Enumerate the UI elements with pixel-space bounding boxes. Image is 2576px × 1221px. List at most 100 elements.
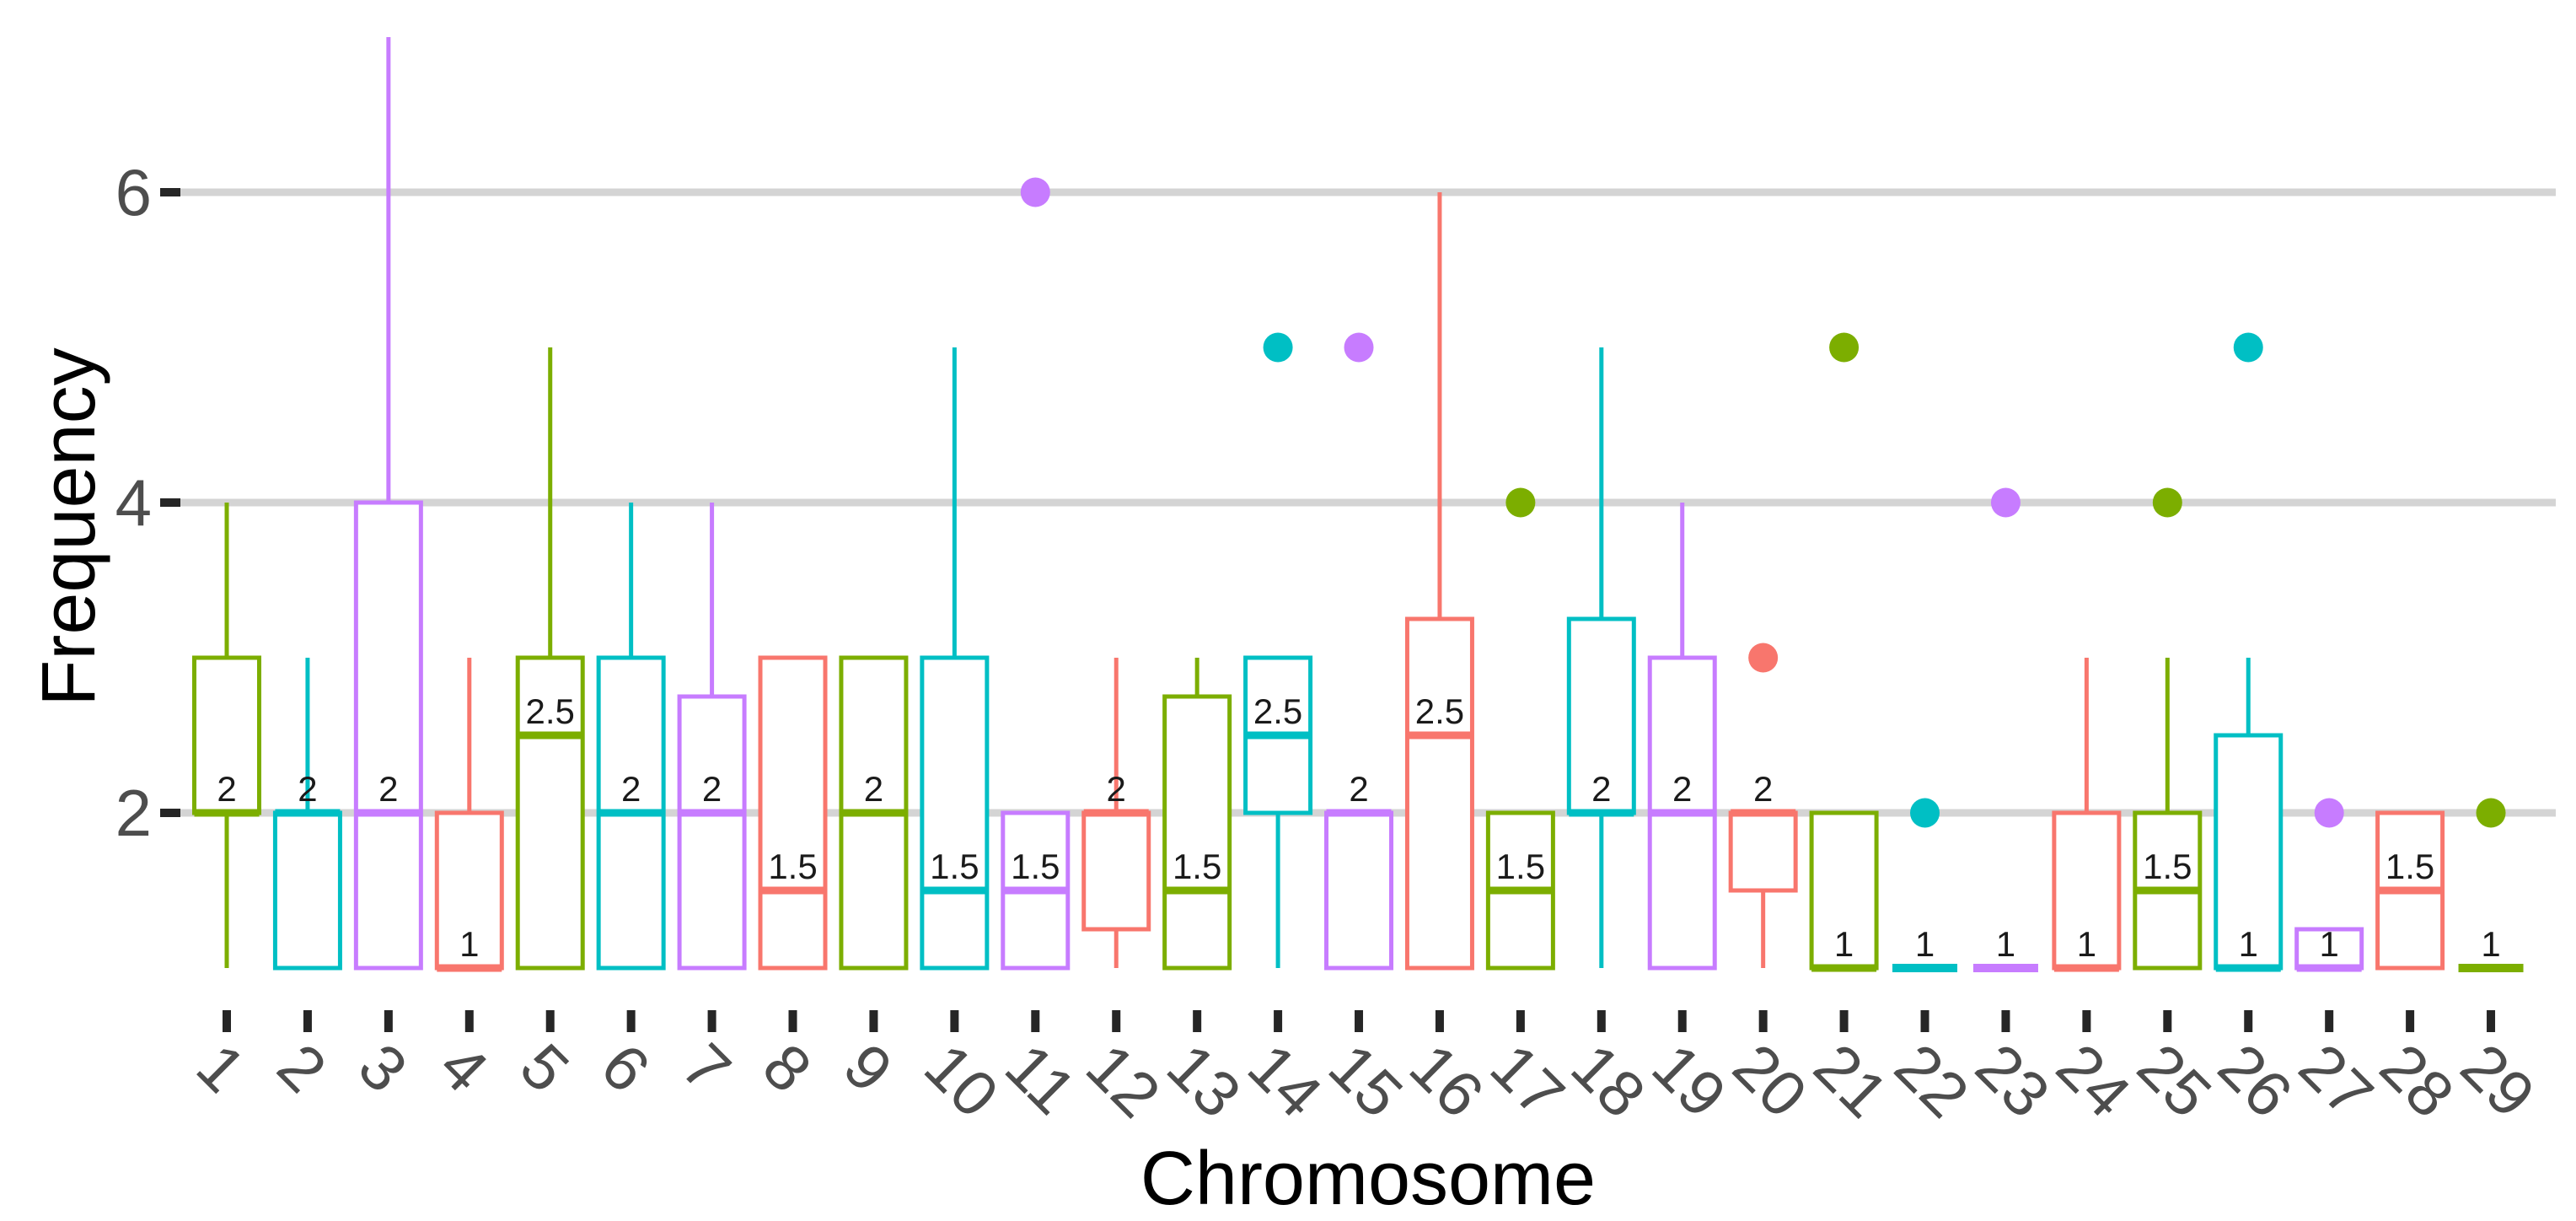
x-tick-label-6: 6 [588, 1030, 663, 1106]
x-axis-tick-11 [1031, 1010, 1040, 1032]
median-label-chr-2: 2 [298, 769, 317, 809]
x-axis-tick-17 [1516, 1010, 1525, 1032]
x-axis-tick-12 [1112, 1010, 1121, 1032]
y-axis-tick-6 [160, 188, 180, 196]
outlier-point-chr-22 [1910, 798, 1940, 828]
x-axis-tick-16 [1435, 1010, 1444, 1032]
x-axis-tick-24 [2082, 1010, 2091, 1032]
outlier-point-chr-14 [1263, 332, 1293, 363]
median-label-chr-21: 1 [1834, 924, 1854, 964]
median-label-chr-7: 2 [702, 769, 722, 809]
y-axis-tick-2 [160, 809, 180, 817]
median-label-chr-10: 1.5 [930, 847, 979, 886]
x-tick-label-5: 5 [507, 1030, 582, 1106]
box-chr-21 [1809, 810, 1879, 971]
median-label-chr-15: 2 [1349, 769, 1368, 809]
box-chr-4 [434, 810, 504, 971]
x-axis-tick-18 [1597, 1010, 1606, 1032]
x-axis-tick-14 [1274, 1010, 1283, 1032]
x-tick-label-2: 2 [264, 1030, 340, 1106]
median-label-chr-4: 1 [459, 924, 479, 964]
x-axis-tick-19 [1677, 1010, 1687, 1032]
x-tick-label-7: 7 [668, 1030, 744, 1106]
x-tick-label-1: 1 [183, 1030, 259, 1106]
x-axis-tick-28 [2406, 1010, 2415, 1032]
outlier-point-chr-15 [1344, 332, 1374, 363]
outlier-point-chr-27 [2314, 798, 2344, 828]
median-label-chr-11: 1.5 [1011, 847, 1060, 886]
median-label-chr-14: 2.5 [1253, 691, 1302, 731]
median-label-chr-13: 1.5 [1173, 847, 1221, 886]
median-label-chr-29: 1 [2481, 924, 2500, 964]
box-chr-5 [515, 655, 585, 971]
x-tick-label-29: 29 [2447, 1030, 2548, 1132]
median-label-chr-8: 1.5 [768, 847, 817, 886]
median-label-chr-23: 1 [1996, 924, 2015, 964]
box-chr-16 [1404, 616, 1474, 971]
outlier-point-chr-21 [1829, 332, 1860, 363]
median-label-chr-12: 2 [1107, 769, 1126, 809]
x-axis-tick-10 [950, 1010, 959, 1032]
box-chr-13 [1162, 694, 1232, 971]
x-axis-tick-5 [545, 1010, 555, 1032]
x-axis-tick-29 [2487, 1010, 2496, 1032]
x-axis-tick-22 [1920, 1010, 1929, 1032]
median-label-chr-18: 2 [1591, 769, 1611, 809]
x-axis-tick-2 [303, 1010, 312, 1032]
box-chr-20 [1728, 810, 1798, 893]
median-label-chr-19: 2 [1672, 769, 1692, 809]
x-axis-tick-9 [869, 1010, 878, 1032]
y-tick-label-4: 4 [115, 465, 152, 540]
x-tick-label-4: 4 [426, 1030, 502, 1106]
x-axis-tick-20 [1758, 1010, 1768, 1032]
outlier-point-chr-29 [2476, 798, 2506, 828]
median-label-chr-17: 1.5 [1496, 847, 1545, 886]
outlier-point-chr-20 [1748, 643, 1779, 673]
median-label-chr-27: 1 [2320, 924, 2339, 964]
x-axis-tick-26 [2244, 1010, 2253, 1032]
outlier-point-chr-26 [2233, 332, 2263, 363]
median-label-chr-26: 1 [2239, 924, 2258, 964]
median-label-chr-6: 2 [621, 769, 641, 809]
median-label-chr-1: 2 [217, 769, 236, 809]
x-axis-tick-13 [1193, 1010, 1202, 1032]
x-axis-tick-23 [2001, 1010, 2010, 1032]
y-axis-tick-4 [160, 498, 180, 507]
y-axis-title: Frequency [27, 347, 111, 706]
box-chr-15 [1324, 810, 1394, 971]
box-chr-24 [2052, 810, 2122, 971]
box-chr-2 [272, 810, 342, 971]
box-chr-3 [353, 500, 423, 971]
median-label-chr-24: 1 [2077, 924, 2096, 964]
x-axis-tick-4 [464, 1010, 474, 1032]
x-axis-tick-25 [2163, 1010, 2172, 1032]
y-tick-label-2: 2 [115, 776, 152, 850]
box-chr-8 [758, 655, 828, 971]
x-axis-tick-3 [384, 1010, 393, 1032]
x-axis-title: Chromosome [1140, 1137, 1596, 1221]
x-axis-tick-8 [788, 1010, 797, 1032]
x-axis-tick-27 [2325, 1010, 2334, 1032]
outlier-point-chr-17 [1505, 487, 1536, 518]
median-label-chr-22: 1 [1915, 924, 1935, 964]
median-label-chr-5: 2.5 [526, 691, 575, 731]
box-chr-7 [677, 694, 747, 971]
x-tick-label-9: 9 [829, 1030, 905, 1106]
outlier-point-chr-23 [1990, 487, 2021, 518]
median-label-chr-25: 1.5 [2143, 847, 2192, 886]
outlier-point-chr-25 [2152, 487, 2182, 518]
box-chr-1 [192, 655, 261, 815]
x-tick-label-8: 8 [749, 1030, 824, 1106]
x-axis-tick-15 [1355, 1010, 1364, 1032]
x-tick-label-3: 3 [345, 1030, 421, 1106]
y-tick-label-6: 6 [115, 155, 152, 229]
x-axis-tick-1 [223, 1010, 231, 1032]
median-label-chr-20: 2 [1753, 769, 1773, 809]
outlier-point-chr-11 [1020, 177, 1050, 207]
median-label-chr-3: 2 [378, 769, 398, 809]
x-axis-tick-7 [707, 1010, 716, 1032]
median-label-chr-16: 2.5 [1415, 691, 1464, 731]
x-axis-tick-6 [626, 1010, 636, 1032]
